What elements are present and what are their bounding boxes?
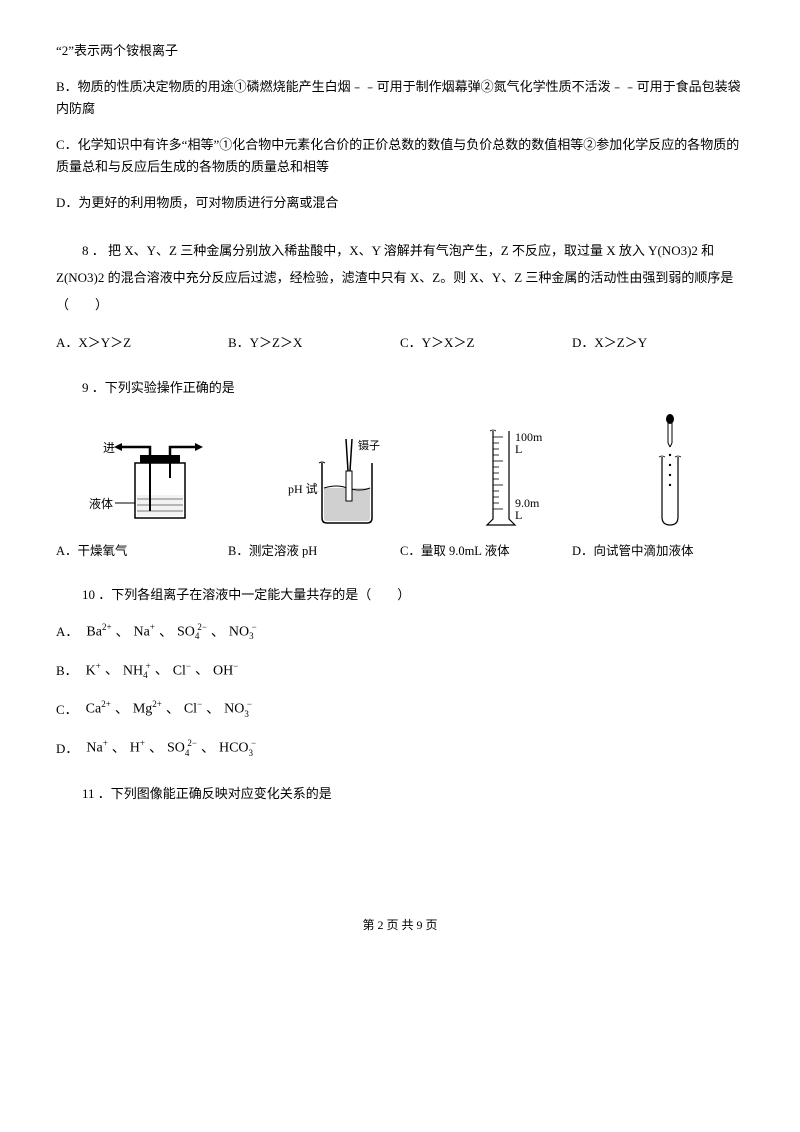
label-ph: pH 试 bbox=[288, 481, 318, 496]
label-nie: 镊子 bbox=[358, 439, 380, 452]
q10-a-ions: Ba2+、Na+、SO42−、NO3− bbox=[84, 620, 258, 645]
q10-a-letter: A． bbox=[56, 621, 78, 643]
option-c: C．化学知识中有许多“相等”①化合物中元素化合价的正价总数的数值与负价总数的数值… bbox=[56, 134, 744, 178]
label-liquid: 液体 bbox=[89, 496, 113, 511]
q10-opt-b: B． K+、NH4+、Cl−、OH− bbox=[56, 659, 744, 684]
question-11: 11 ．下列图像能正确反映对应变化关系的是 bbox=[56, 783, 744, 805]
drying-bottle-icon: 进 液体 bbox=[85, 433, 215, 533]
q8-options: A．X＞Y＞Z B．Y＞Z＞X C．Y＞X＞Z D．X＞Z＞Y bbox=[56, 332, 744, 354]
figure-b: 镊子 pH 试 bbox=[272, 433, 402, 533]
q10-c-letter: C． bbox=[56, 699, 78, 721]
q9-opt-a: A．干燥氧气 bbox=[56, 541, 228, 562]
graduated-cylinder-icon: 100m L 9.0m L bbox=[459, 423, 569, 533]
q10-opt-c: C． Ca2+、Mg2+、Cl−、NO3− bbox=[56, 697, 744, 722]
q9-opt-d: D．向试管中滴加液体 bbox=[572, 541, 744, 562]
question-10: 10 ．下列各组离子在溶液中一定能大量共存的是（ ） bbox=[56, 584, 744, 606]
page: “2”表示两个铵根离子 B．物质的性质决定物质的用途①磷燃烧能产生白烟﹣﹣可用于… bbox=[0, 0, 800, 955]
label-l1: L bbox=[515, 442, 522, 456]
page-footer: 第 2 页 共 9 页 bbox=[56, 915, 744, 935]
test-tube-dropper-icon bbox=[626, 413, 716, 533]
q9-figures: 进 液体 镊子 pH 试 bbox=[56, 413, 744, 533]
label-in: 进 bbox=[103, 441, 115, 455]
q10-opt-d: D． Na+、H+、SO42−、HCO3− bbox=[56, 736, 744, 761]
q10-b-letter: B． bbox=[56, 660, 78, 682]
q10-c-ions: Ca2+、Mg2+、Cl−、NO3− bbox=[84, 697, 254, 722]
figure-a: 进 液体 bbox=[85, 433, 215, 533]
q10-d-letter: D． bbox=[56, 738, 78, 760]
q8-opt-a: A．X＞Y＞Z bbox=[56, 332, 228, 354]
figure-d bbox=[626, 413, 716, 533]
ph-beaker-icon: 镊子 pH 试 bbox=[272, 433, 402, 533]
label-l2: L bbox=[515, 508, 522, 522]
q10-d-ions: Na+、H+、SO42−、HCO3− bbox=[84, 736, 258, 761]
question-8: 8 ． 把 X、Y、Z 三种金属分别放入稀盐酸中，X、Y 溶解并有气泡产生，Z … bbox=[56, 237, 744, 319]
q9-opt-c: C．量取 9.0mL 液体 bbox=[400, 541, 572, 562]
figure-c: 100m L 9.0m L bbox=[459, 423, 569, 533]
q10-b-ions: K+、NH4+、Cl−、OH− bbox=[84, 659, 241, 684]
q8-opt-c: C．Y＞X＞Z bbox=[400, 332, 572, 354]
q9-opt-b: B．测定溶液 pH bbox=[228, 541, 400, 562]
q9-options: A．干燥氧气 B．测定溶液 pH C．量取 9.0mL 液体 D．向试管中滴加液… bbox=[56, 541, 744, 562]
para-ammonium: “2”表示两个铵根离子 bbox=[56, 40, 744, 62]
option-b: B．物质的性质决定物质的用途①磷燃烧能产生白烟﹣﹣可用于制作烟幕弹②氮气化学性质… bbox=[56, 76, 744, 120]
q8-opt-b: B．Y＞Z＞X bbox=[228, 332, 400, 354]
option-d: D．为更好的利用物质，可对物质进行分离或混合 bbox=[56, 192, 744, 214]
q8-opt-d: D．X＞Z＞Y bbox=[572, 332, 744, 354]
q10-opt-a: A． Ba2+、Na+、SO42−、NO3− bbox=[56, 620, 744, 645]
question-9: 9 ．下列实验操作正确的是 bbox=[56, 377, 744, 399]
